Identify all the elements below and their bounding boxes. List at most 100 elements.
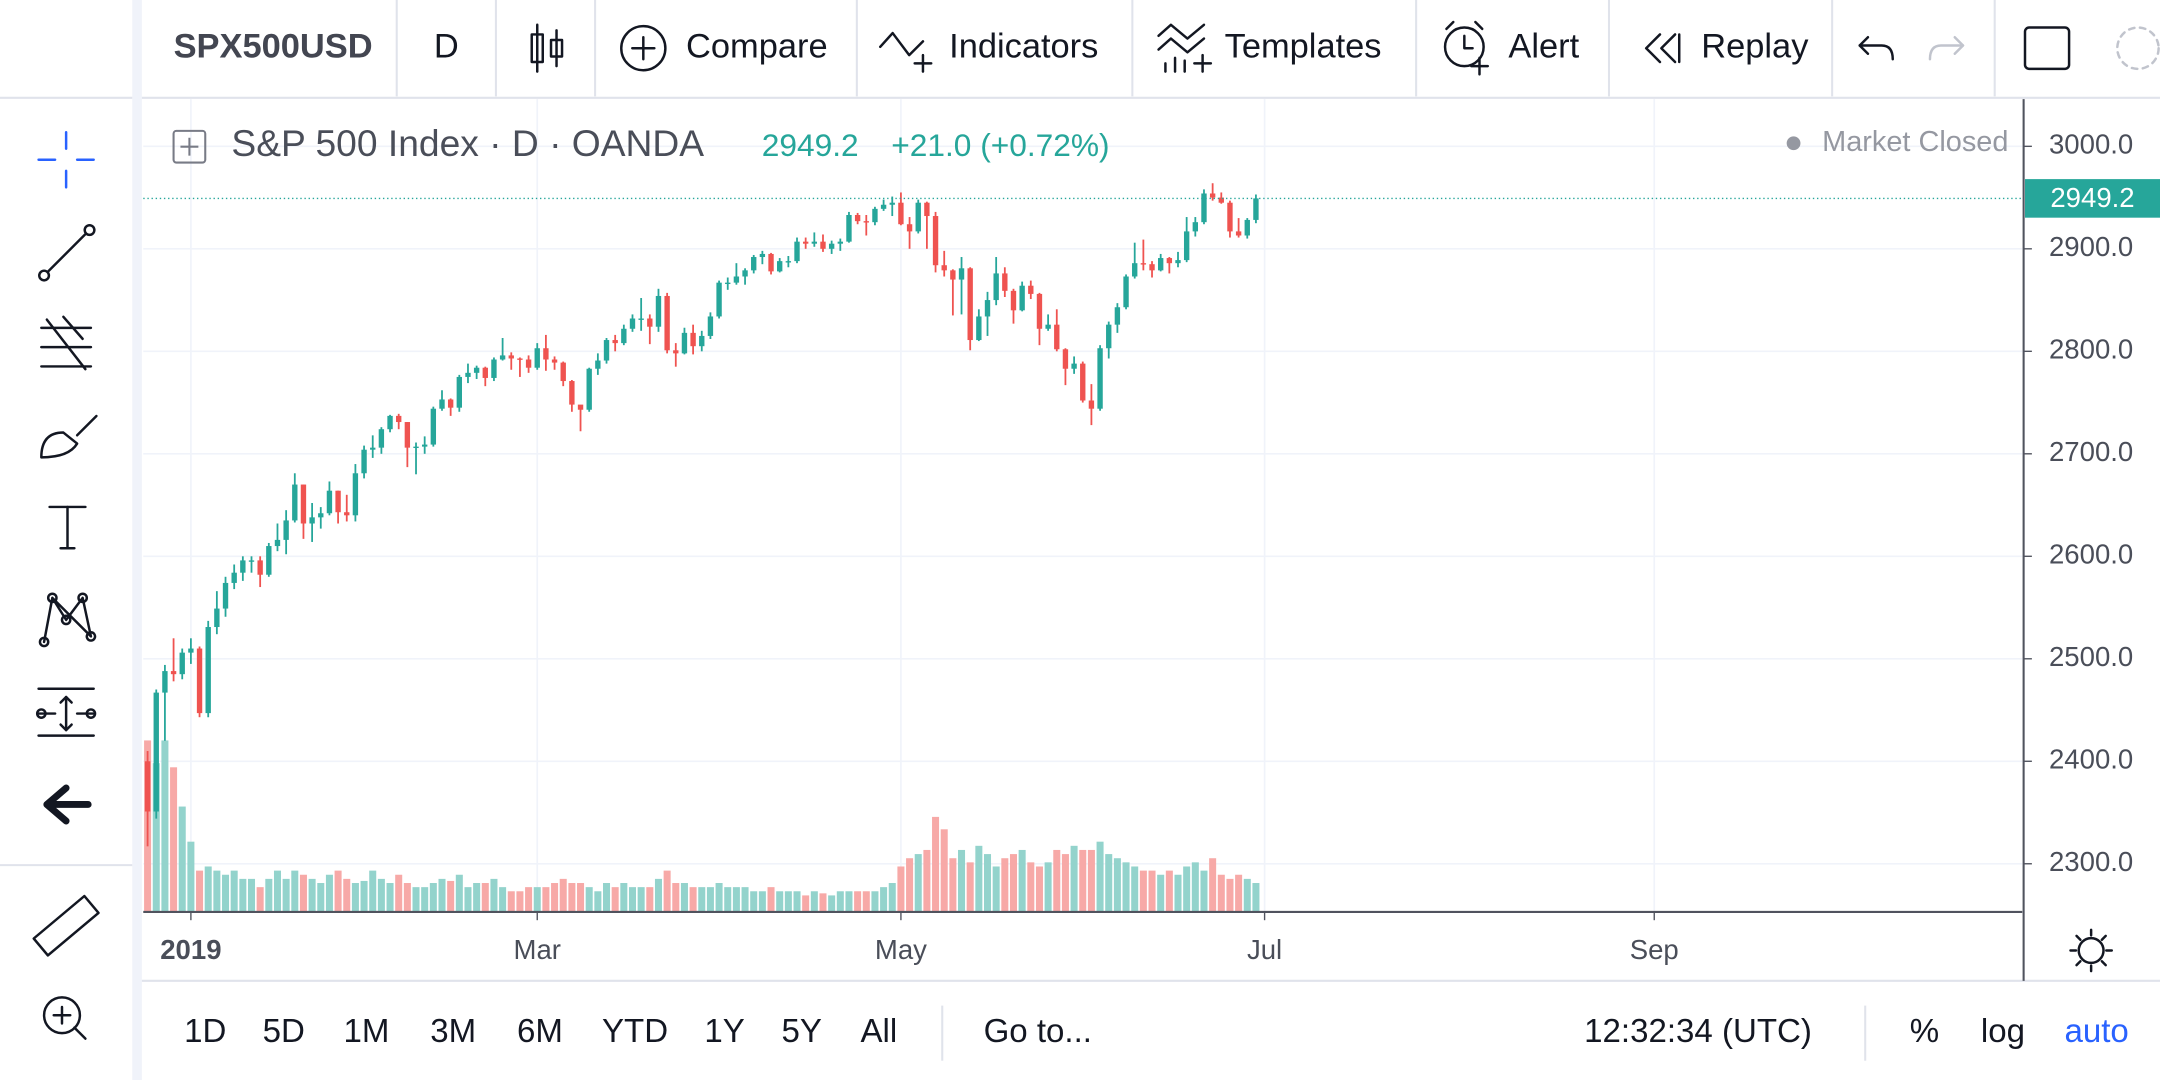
range-button[interactable]: YTD bbox=[602, 1013, 668, 1050]
compare-button[interactable]: Compare bbox=[686, 27, 828, 65]
volume-bar bbox=[247, 878, 256, 912]
volume-bar bbox=[906, 858, 914, 912]
fib-tool[interactable] bbox=[40, 315, 93, 371]
volume-bar bbox=[1027, 862, 1035, 912]
x-tick-label: Jul bbox=[1247, 934, 1282, 965]
volume-layer bbox=[144, 740, 1260, 912]
zoom-tool[interactable] bbox=[42, 996, 87, 1040]
redo-button[interactable] bbox=[1928, 35, 1965, 61]
interval-button[interactable]: D bbox=[434, 27, 459, 65]
volume-bar bbox=[689, 887, 697, 912]
clock: 12:32:34 (UTC) bbox=[1584, 1013, 1812, 1050]
candle-body bbox=[1209, 193, 1216, 198]
y-tick-label: 2600.0 bbox=[2049, 539, 2133, 570]
undo-button[interactable] bbox=[1858, 35, 1894, 61]
volume-bar bbox=[836, 891, 844, 912]
candle-body bbox=[188, 648, 194, 653]
volume-bar bbox=[854, 891, 862, 912]
volume-bar bbox=[845, 891, 853, 912]
candle-body bbox=[733, 276, 740, 283]
pattern-tool[interactable] bbox=[38, 592, 97, 648]
indicators-button[interactable]: Indicators bbox=[949, 27, 1098, 65]
candle-body bbox=[1045, 324, 1051, 329]
range-button[interactable]: 1D bbox=[184, 1013, 226, 1050]
candle-body bbox=[162, 671, 168, 693]
candle-body bbox=[638, 318, 644, 320]
brush-tool[interactable] bbox=[40, 414, 98, 459]
replay-button[interactable]: Replay bbox=[1701, 27, 1809, 65]
hide-toolbar-button[interactable] bbox=[43, 784, 92, 825]
candle-body bbox=[274, 539, 281, 547]
go-to-button[interactable]: Go to... bbox=[984, 1013, 1092, 1050]
candle-body bbox=[214, 608, 220, 628]
fullscreen-button[interactable] bbox=[2023, 26, 2071, 71]
volume-bar bbox=[325, 874, 333, 912]
candle-body bbox=[854, 214, 861, 222]
candle-body bbox=[1123, 276, 1129, 308]
range-button[interactable]: All bbox=[861, 1013, 898, 1050]
volume-bar bbox=[611, 887, 619, 912]
volume-bar bbox=[750, 891, 758, 912]
settings-button[interactable] bbox=[2069, 928, 2114, 973]
volume-bar bbox=[1226, 878, 1234, 912]
bottom-bar: Go to... 12:32:34 (UTC) % log auto 1D 5D 1… bbox=[184, 1005, 2129, 1061]
candle-body bbox=[681, 332, 688, 354]
auto-toggle[interactable]: auto bbox=[2064, 1013, 2128, 1050]
indicators-icon bbox=[879, 31, 933, 73]
volume-bar bbox=[871, 891, 879, 912]
candle-body bbox=[872, 208, 878, 223]
y-tick-label: 2900.0 bbox=[2049, 231, 2133, 262]
text-tool[interactable] bbox=[48, 505, 87, 550]
volume-bar bbox=[741, 887, 749, 912]
log-toggle[interactable]: log bbox=[1981, 1013, 2025, 1050]
range-button[interactable]: 1M bbox=[343, 1013, 389, 1050]
volume-bar bbox=[958, 849, 966, 912]
snapshot-button[interactable] bbox=[2116, 26, 2160, 71]
volume-bar bbox=[507, 891, 515, 912]
candle-body bbox=[716, 282, 722, 317]
volume-bar bbox=[464, 887, 472, 912]
volume-bar bbox=[672, 883, 680, 912]
volume-bar bbox=[776, 891, 784, 912]
crosshair-tool[interactable] bbox=[37, 131, 95, 189]
volume-bar bbox=[1070, 845, 1078, 912]
axes: 2300.0 2400.0 2500.0 2600.0 2700.0 2800.0 2900… bbox=[160, 129, 2160, 965]
candle-body bbox=[802, 241, 809, 244]
range-button[interactable]: 6M bbox=[517, 1013, 563, 1050]
volume-bar bbox=[940, 829, 948, 912]
volume-bar bbox=[637, 887, 645, 912]
candle-body bbox=[196, 648, 203, 714]
left-toolbar bbox=[32, 131, 100, 1040]
legend-toggle[interactable] bbox=[172, 129, 207, 164]
range-button[interactable]: 3M bbox=[430, 1013, 476, 1050]
templates-button[interactable]: Templates bbox=[1225, 27, 1382, 65]
candle-body bbox=[664, 295, 670, 351]
candle-body bbox=[1010, 290, 1017, 311]
range-button[interactable]: 1Y bbox=[704, 1013, 744, 1050]
volume-bar bbox=[386, 883, 394, 912]
y-tick-label: 2700.0 bbox=[2049, 436, 2133, 467]
volume-bar bbox=[447, 880, 455, 912]
volume-bar bbox=[559, 878, 567, 912]
candle-body bbox=[569, 381, 575, 405]
alert-button[interactable]: Alert bbox=[1508, 27, 1579, 65]
trend-line-tool[interactable] bbox=[38, 223, 96, 282]
volume-bar bbox=[299, 874, 307, 912]
range-button[interactable]: 5Y bbox=[782, 1013, 822, 1050]
candle-body bbox=[144, 761, 151, 812]
last-price: 2949.2 bbox=[762, 127, 859, 163]
volume-bar bbox=[265, 878, 273, 912]
volume-bar bbox=[1217, 874, 1225, 912]
range-button[interactable]: 5D bbox=[263, 1013, 305, 1050]
symbol[interactable]: SPX500USD bbox=[174, 27, 373, 65]
volume-bar bbox=[213, 870, 221, 912]
percent-toggle[interactable]: % bbox=[1910, 1013, 1939, 1050]
prediction-tool[interactable] bbox=[35, 687, 97, 737]
measure-tool[interactable] bbox=[32, 894, 100, 957]
candle-body bbox=[1227, 202, 1233, 232]
volume-bar bbox=[654, 878, 662, 912]
candle-body bbox=[1019, 285, 1025, 311]
chart-type-button[interactable] bbox=[530, 23, 564, 73]
